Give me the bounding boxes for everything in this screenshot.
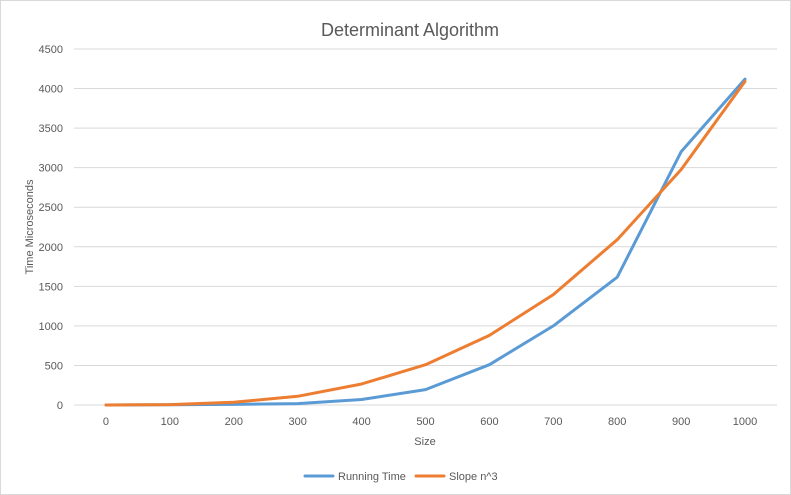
x-tick-label: 900 xyxy=(672,416,690,428)
y-tick-label: 1000 xyxy=(39,321,63,333)
y-tick-label: 0 xyxy=(57,400,63,412)
y-axis-label: Time Microseconds xyxy=(24,179,36,274)
x-tick-label: 200 xyxy=(225,416,243,428)
series-line-2 xyxy=(104,79,747,407)
x-axis-label: Size xyxy=(414,436,435,448)
gridlines xyxy=(74,48,777,366)
x-axis-ticks: 0 100 200 300 400 500 600 700 800 900 1000 xyxy=(103,416,757,428)
x-tick-label: 500 xyxy=(416,416,434,428)
legend: Running Time Slope n^3 xyxy=(303,471,498,483)
x-tick-label: 400 xyxy=(352,416,370,428)
x-tick-label: 0 xyxy=(103,416,109,428)
y-tick-label: 3500 xyxy=(39,123,63,135)
x-tick-label: 100 xyxy=(161,416,179,428)
y-tick-label: 4000 xyxy=(39,84,63,96)
x-tick-label: 600 xyxy=(480,416,498,428)
y-axis-ticks: 0 500 1000 1500 2000 2500 3000 3500 4000 4500 xyxy=(39,44,63,412)
series-lines xyxy=(104,77,747,407)
y-tick-label: 3000 xyxy=(39,163,63,175)
x-tick-label: 800 xyxy=(608,416,626,428)
x-tick-label: 700 xyxy=(544,416,562,428)
y-tick-label: 4500 xyxy=(39,44,63,56)
y-tick-label: 500 xyxy=(45,360,63,372)
y-tick-label: 2000 xyxy=(39,242,63,254)
y-tick-label: 1500 xyxy=(39,281,63,293)
x-tick-label: 1000 xyxy=(733,416,757,428)
legend-label: Slope n^3 xyxy=(449,471,498,483)
legend-label: Running Time xyxy=(338,471,406,483)
chart-title: Determinant Algorithm xyxy=(321,20,499,40)
y-tick-label: 2500 xyxy=(39,202,63,214)
x-tick-label: 300 xyxy=(289,416,307,428)
